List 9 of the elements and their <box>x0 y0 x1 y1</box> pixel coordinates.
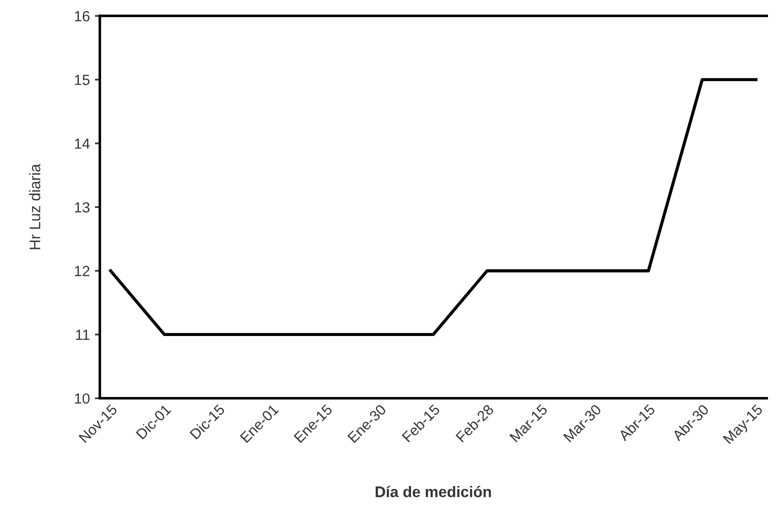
y-axis-title: Hr Luz diaria <box>29 164 40 250</box>
y-tick-label: 12 <box>75 266 90 276</box>
y-tick-label: 16 <box>75 11 90 22</box>
y-tick-label: 15 <box>75 74 90 86</box>
y-tick-label: 11 <box>76 330 90 340</box>
y-tick-label: 14 <box>75 138 90 149</box>
x-axis-title: Día de medición <box>376 486 491 498</box>
y-tick-label: 10 <box>75 393 90 404</box>
y-tick-label: 13 <box>75 202 90 213</box>
